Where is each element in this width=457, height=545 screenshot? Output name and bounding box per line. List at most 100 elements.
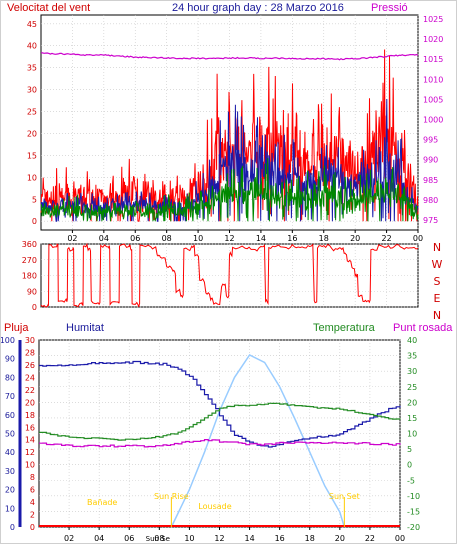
top-left-title: Velocitat del vent [7, 2, 91, 14]
wind-left-tick: 5 [32, 195, 37, 204]
wind-x-tick-label: 04 [99, 234, 109, 243]
rain-left-tick: 40 [5, 448, 15, 457]
pressure-right-tick: 985 [423, 176, 438, 185]
sun-mark-label: Lousade [198, 502, 231, 511]
rain-left-tick: 10 [5, 504, 15, 513]
weather-x-tick-label: 18 [305, 534, 315, 543]
humidity-left-tick: 30 [25, 336, 35, 345]
rain-left-tick: 90 [5, 355, 15, 364]
weather-x-tick-label: 12 [214, 534, 224, 543]
wind-x-tick-label: 10 [193, 234, 203, 243]
temp-right-tick: 25 [407, 383, 417, 392]
weather-x-tick-label: 02 [64, 534, 74, 543]
weather-x-tick-label: 04 [94, 534, 104, 543]
weather-x-tick-label: 14 [244, 534, 254, 543]
pressure-right-tick: 975 [423, 216, 438, 225]
compass-label: N [433, 309, 441, 322]
pressure-right-tick: 1000 [423, 115, 443, 124]
temp-right-tick: 30 [407, 367, 417, 376]
temp-right-tick: -20 [407, 523, 420, 532]
wind-x-tick-label: 18 [319, 234, 329, 243]
wind-avg-series [40, 158, 419, 222]
dewpoint-axis-title: Punt rosada [393, 322, 453, 334]
wind-x-tick-label: 12 [224, 234, 234, 243]
wind-left-tick: 40 [27, 42, 37, 51]
dir-left-tick: 0 [32, 303, 37, 312]
rain-left-tick: 70 [5, 392, 15, 401]
pressure-right-tick: 990 [423, 156, 438, 165]
weather-x-tick-label: 06 [124, 534, 134, 543]
temp-right-tick: 10 [407, 430, 417, 439]
wind-left-tick: 15 [27, 151, 37, 160]
compass-label: E [434, 292, 441, 305]
pressure-right-tick: 1005 [423, 95, 443, 104]
top-center-title: 24 hour graph day : 28 Marzo 2016 [172, 2, 344, 14]
wind-x-tick-label: 16 [287, 234, 297, 243]
weather-x-tick-label: 10 [184, 534, 194, 543]
humidity-left-tick: 8 [30, 473, 35, 482]
wind-left-tick: 35 [27, 64, 37, 73]
pressure-right-tick: 995 [423, 136, 438, 145]
sun-mark-label: Bañade [87, 498, 117, 507]
dir-left-tick: 360 [22, 240, 37, 249]
wind-x-tick-label: 06 [130, 234, 140, 243]
weather-x-tick-label: 22 [365, 534, 375, 543]
humidity-left-tick: 12 [25, 448, 35, 457]
pressure-series [40, 52, 419, 61]
compass-label: S [434, 275, 441, 288]
humidity-axis-title: Humitat [66, 322, 104, 334]
humidity-left-tick: 16 [25, 423, 35, 432]
wind-x-tick-label: 02 [67, 234, 77, 243]
temp-right-tick: 0 [407, 461, 412, 470]
rain-left-tick: 0 [10, 523, 15, 532]
wind-left-tick: 30 [27, 86, 37, 95]
temperature-series [39, 402, 401, 441]
dewpoint-series [39, 439, 401, 448]
compass-label: W [432, 258, 443, 271]
dir-left-tick: 270 [22, 256, 37, 265]
wind-left-tick: 10 [27, 173, 37, 182]
wind-x-tick-label: 08 [162, 234, 172, 243]
wind-left-tick: 45 [27, 20, 37, 29]
temp-right-tick: 5 [407, 445, 412, 454]
rain-left-tick: 30 [5, 467, 15, 476]
humidity-left-tick: 22 [25, 386, 35, 395]
solar-series [170, 354, 346, 528]
humidity-left-tick: 2 [30, 511, 35, 520]
humidity-left-tick: 28 [25, 348, 35, 357]
weather-x-tick-label: 16 [275, 534, 285, 543]
temperature-axis-title: Temperatura [313, 322, 375, 334]
humidity-left-tick: 26 [25, 361, 35, 370]
wind-x-tick-label: 22 [381, 234, 391, 243]
wind-left-tick: 0 [32, 217, 37, 226]
pressure-right-tick: 1020 [423, 35, 443, 44]
wind-speed-series [40, 98, 419, 222]
wind-x-tick-label: 20 [350, 234, 360, 243]
pressure-right-tick: 980 [423, 196, 438, 205]
weather-x-tick-label: 20 [335, 534, 345, 543]
humidity-left-tick: 24 [25, 373, 35, 382]
wind-x-tick-label: 14 [256, 234, 266, 243]
wind-left-tick: 25 [27, 108, 37, 117]
pressure-right-tick: 1010 [423, 75, 443, 84]
temp-right-tick: -5 [407, 476, 415, 485]
temp-right-tick: -15 [407, 507, 420, 516]
humidity-left-tick: 6 [30, 486, 35, 495]
humidity-left-tick: 18 [25, 411, 35, 420]
temp-right-tick: 40 [407, 336, 417, 345]
humidity-series [39, 360, 401, 448]
temp-right-tick: 35 [407, 352, 417, 361]
humidity-left-tick: 4 [30, 498, 35, 507]
pressure-right-tick: 1015 [423, 55, 443, 64]
temp-right-tick: -10 [407, 492, 420, 501]
humidity-left-tick: 10 [25, 461, 35, 470]
rain-left-tick: 100 [1, 336, 15, 345]
rain-left-tick: 80 [5, 373, 15, 382]
rain-left-tick: 60 [5, 411, 15, 420]
temp-right-tick: 20 [407, 398, 417, 407]
wind-x-tick-label: 00 [413, 234, 423, 243]
dir-left-tick: 90 [27, 287, 37, 296]
direction-series [40, 242, 419, 308]
